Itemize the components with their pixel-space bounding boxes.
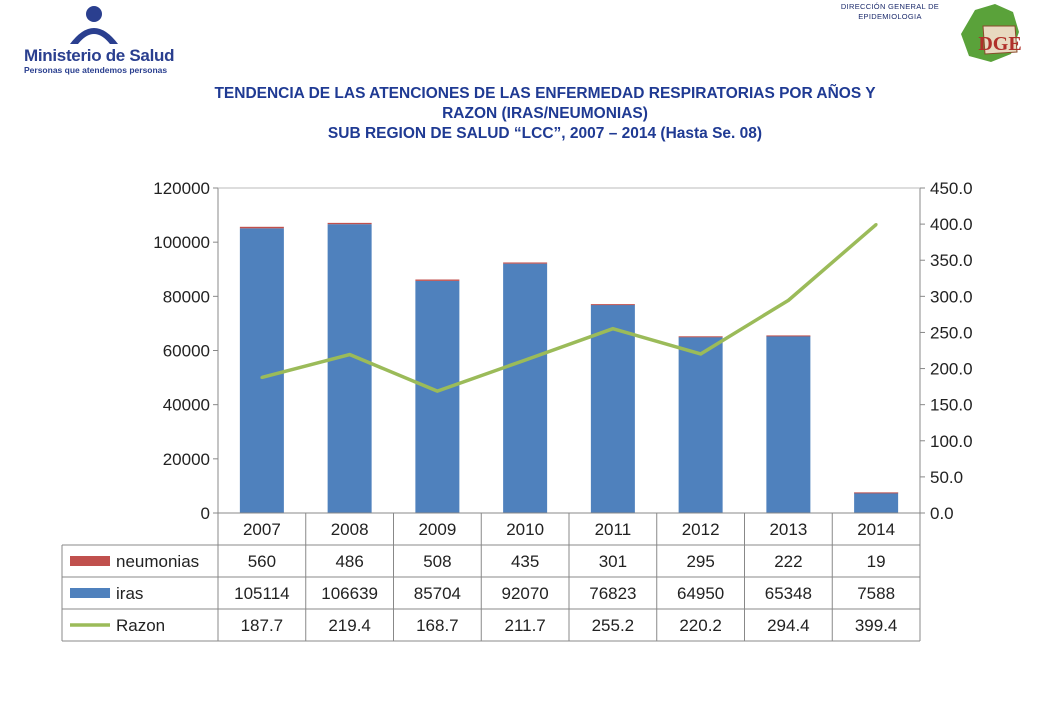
left-tick-label: 100000 [153,233,210,252]
left-tick-label: 60000 [163,342,210,361]
bar-iras-2012 [678,337,723,513]
right-tick-label: 250.0 [930,323,973,342]
table-cell-iras: 106639 [321,584,378,603]
chart-title: TENDENCIA DE LAS ATENCIONES DE LAS ENFER… [90,84,1000,144]
title-line-2: RAZON (IRAS/NEUMONIAS) [442,105,648,122]
table-cell-neumonias: 222 [774,552,802,571]
table-cell-iras: 76823 [589,584,636,603]
bar-iras-2011 [590,304,635,513]
left-tick-label: 20000 [163,450,210,469]
agency-line-2: EPIDEMIOLOGIA [858,12,922,21]
legend-label-Razon: Razon [116,616,165,635]
left-tick-label: 40000 [163,396,210,415]
title-line-1: TENDENCIA DE LAS ATENCIONES DE LAS ENFER… [214,85,876,102]
point-razon-2013 [786,298,790,302]
point-razon-2014 [874,223,878,227]
org-tagline: Personas que atendemos personas [24,65,168,75]
category-label: 2012 [682,520,720,539]
right-tick-label: 200.0 [930,360,973,379]
left-tick-label: 0 [201,504,210,523]
org-name: Ministerio de Salud [24,46,175,65]
table-cell-neumonias: 435 [511,552,539,571]
point-razon-2009 [435,389,439,393]
dge-logo-text: DGE [978,33,1021,55]
category-label: 2011 [595,520,632,539]
title-line-3: SUB REGION DE SALUD “LCC”, 2007 – 2014 (… [327,125,763,142]
point-razon-2010 [523,358,527,362]
table-cell-Razon: 219.4 [328,616,371,635]
left-tick-label: 120000 [153,179,210,198]
bar-iras-2013 [766,336,811,513]
legend-label-neumonias: neumonias [116,552,199,571]
right-tick-label: 350.0 [930,251,973,270]
bar-neumonias-2011 [590,304,635,306]
table-cell-neumonias: 508 [423,552,451,571]
dge-logo: DGE [955,2,1025,64]
legend-key-iras [70,588,110,598]
agency-name: DIRECCIÓN GENERAL DE EPIDEMIOLOGIA [825,2,955,22]
bar-neumonias-2009 [415,279,460,281]
table-cell-Razon: 168.7 [416,616,459,635]
ministerio-logo: Ministerio de Salud Personas que atendem… [20,4,180,76]
bar-iras-2009 [415,280,460,513]
bar-neumonias-2013 [766,335,811,337]
table-cell-iras: 65348 [765,584,812,603]
table-cell-Razon: 255.2 [592,616,635,635]
table-cell-Razon: 294.4 [767,616,810,635]
right-tick-label: 450.0 [930,179,973,198]
table-cell-Razon: 220.2 [679,616,722,635]
bar-iras-2014 [854,492,899,513]
bar-neumonias-2012 [678,336,723,338]
right-tick-label: 0.0 [930,504,954,523]
category-label: 2007 [243,520,281,539]
right-tick-label: 150.0 [930,396,973,415]
table-cell-neumonias: 301 [599,552,627,571]
agency-line-1: DIRECCIÓN GENERAL DE [840,2,940,11]
right-tick-label: 100.0 [930,432,973,451]
right-tick-label: 300.0 [930,287,973,306]
category-label: 2010 [506,520,544,539]
table-cell-neumonias: 19 [867,552,886,571]
table-cell-iras: 64950 [677,584,724,603]
bar-neumonias-2007 [239,226,284,229]
table-cell-iras: 105114 [234,584,289,603]
left-tick-label: 80000 [163,287,210,306]
table-cell-iras: 7588 [857,584,895,603]
legend-label-iras: iras [116,584,143,603]
bar-iras-2010 [503,263,548,513]
map-icon: DGE [961,4,1022,62]
category-label: 2009 [418,520,456,539]
legend-key-neumonias [70,556,110,566]
category-label: 2013 [769,520,807,539]
table-cell-neumonias: 486 [335,552,363,571]
bar-iras-2007 [239,228,284,513]
right-tick-label: 50.0 [930,468,963,487]
table-cell-neumonias: 295 [686,552,714,571]
category-label: 2008 [331,520,369,539]
person-icon [70,6,118,44]
table-cell-Razon: 211.7 [504,616,545,635]
point-razon-2012 [699,352,703,356]
right-tick-label: 400.0 [930,215,973,234]
category-label: 2014 [857,520,895,539]
bar-neumonias-2010 [503,262,548,264]
point-razon-2008 [348,353,352,357]
point-razon-2011 [611,327,615,331]
table-cell-neumonias: 560 [248,552,276,571]
point-razon-2007 [260,375,264,379]
bar-neumonias-2008 [327,222,372,225]
bar-iras-2008 [327,224,372,513]
line-razon [261,223,878,393]
table-cell-Razon: 399.4 [855,616,898,635]
table-cell-iras: 85704 [414,584,461,603]
table-cell-iras: 92070 [501,584,548,603]
table-cell-Razon: 187.7 [241,616,284,635]
bar-neumonias-2014 [854,492,899,494]
